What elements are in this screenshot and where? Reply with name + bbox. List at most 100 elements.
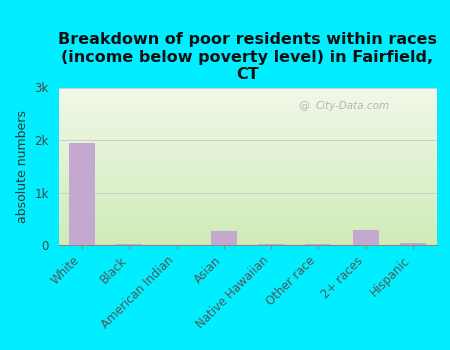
Bar: [58, 239, 436, 240]
Bar: [58, 232, 436, 233]
Bar: [58, 167, 436, 168]
Bar: [58, 222, 436, 223]
Bar: [58, 237, 436, 238]
Bar: [58, 161, 436, 162]
Bar: [58, 152, 436, 153]
Bar: [58, 212, 436, 213]
Bar: [58, 164, 436, 165]
Bar: [58, 200, 436, 201]
Bar: [58, 235, 436, 236]
Bar: [58, 128, 436, 129]
Bar: [58, 157, 436, 158]
Bar: [58, 107, 436, 108]
Bar: [58, 91, 436, 92]
Bar: [58, 201, 436, 202]
Bar: [58, 229, 436, 230]
Bar: [58, 137, 436, 138]
Bar: [58, 114, 436, 115]
Bar: [400, 243, 426, 245]
Bar: [58, 205, 436, 206]
Bar: [58, 110, 436, 111]
Bar: [58, 108, 436, 109]
Bar: [58, 241, 436, 242]
Bar: [58, 134, 436, 135]
Bar: [58, 181, 436, 182]
Bar: [58, 192, 436, 193]
Bar: [58, 141, 436, 142]
Bar: [58, 186, 436, 187]
Bar: [58, 111, 436, 112]
Bar: [58, 139, 436, 140]
Bar: [58, 163, 436, 164]
Bar: [58, 149, 436, 150]
Bar: [58, 187, 436, 188]
Bar: [58, 160, 436, 161]
Bar: [58, 93, 436, 94]
Bar: [58, 101, 436, 102]
Bar: [58, 183, 436, 184]
Bar: [58, 226, 436, 227]
Bar: [58, 131, 436, 132]
Bar: [58, 148, 436, 149]
Bar: [58, 109, 436, 110]
Bar: [58, 191, 436, 192]
Bar: [58, 217, 436, 218]
Bar: [58, 135, 436, 136]
Bar: [58, 159, 436, 160]
Bar: [58, 138, 436, 139]
Bar: [58, 172, 436, 173]
Bar: [58, 121, 436, 122]
Bar: [58, 230, 436, 231]
Bar: [58, 174, 436, 175]
Bar: [58, 94, 436, 95]
Bar: [58, 223, 436, 224]
Bar: [58, 165, 436, 166]
Bar: [58, 100, 436, 101]
Bar: [58, 146, 436, 147]
Bar: [58, 180, 436, 181]
Bar: [58, 120, 436, 121]
Bar: [58, 171, 436, 172]
Bar: [58, 195, 436, 196]
Bar: [211, 231, 237, 245]
Bar: [58, 118, 436, 119]
Bar: [58, 218, 436, 219]
Bar: [69, 143, 95, 245]
Bar: [58, 240, 436, 241]
Bar: [58, 178, 436, 179]
Bar: [58, 215, 436, 216]
Bar: [58, 129, 436, 130]
Bar: [58, 102, 436, 103]
Text: @: @: [298, 102, 310, 111]
Bar: [58, 185, 436, 186]
Bar: [58, 242, 436, 243]
Bar: [58, 122, 436, 123]
Bar: [58, 124, 436, 125]
Bar: [58, 145, 436, 146]
Bar: [58, 88, 436, 89]
Bar: [58, 98, 436, 99]
Bar: [58, 204, 436, 205]
Bar: [58, 198, 436, 199]
Bar: [58, 89, 436, 90]
Bar: [58, 228, 436, 229]
Bar: [58, 193, 436, 194]
Bar: [58, 208, 436, 209]
Bar: [58, 177, 436, 178]
Bar: [58, 175, 436, 176]
Bar: [58, 92, 436, 93]
Bar: [58, 219, 436, 220]
Bar: [58, 136, 436, 137]
Bar: [58, 210, 436, 211]
Bar: [58, 162, 436, 163]
Bar: [58, 243, 436, 244]
Bar: [58, 244, 436, 245]
Bar: [58, 197, 436, 198]
Bar: [353, 230, 378, 245]
Bar: [58, 155, 436, 156]
Bar: [58, 203, 436, 204]
Bar: [58, 105, 436, 106]
Bar: [58, 224, 436, 225]
Bar: [58, 103, 436, 104]
Bar: [306, 244, 331, 245]
